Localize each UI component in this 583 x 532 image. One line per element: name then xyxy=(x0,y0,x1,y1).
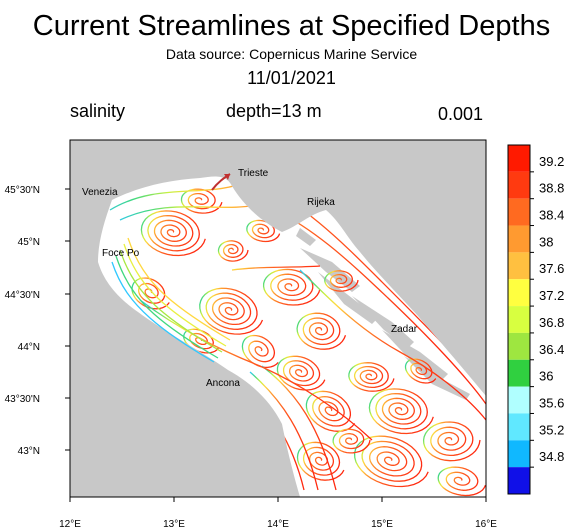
chart-title: Current Streamlines at Specified Depths xyxy=(32,10,551,42)
streamline xyxy=(262,268,321,306)
streamline xyxy=(139,299,373,441)
place-rijeka: Rijeka xyxy=(307,197,335,208)
colorbar-label: 35.6 xyxy=(539,395,564,410)
colorbar-segment xyxy=(508,467,530,494)
streamline xyxy=(131,277,170,310)
streamline xyxy=(217,240,249,262)
streamline xyxy=(231,265,321,271)
colorbar-segment xyxy=(508,198,530,226)
colorbar-segment xyxy=(508,252,530,280)
colorbar-segment xyxy=(508,386,530,414)
streamline xyxy=(180,188,223,214)
streamline xyxy=(305,390,356,432)
place-ancona: Ancona xyxy=(206,378,240,389)
colorbar-label: 38 xyxy=(539,234,553,249)
arrow-streamline-icon xyxy=(211,173,231,191)
colorbar-label: 34.8 xyxy=(539,449,564,464)
colorbar-label: 39.2 xyxy=(539,154,564,169)
x-tick-label: 12°E xyxy=(59,519,81,530)
colorbar-segment xyxy=(508,413,530,441)
depth-label: depth=13 m xyxy=(226,101,322,121)
colorbar-segment xyxy=(508,225,530,253)
colorbar-label: 35.2 xyxy=(539,422,564,437)
streamline xyxy=(348,362,395,392)
date-label: 11/01/2021 xyxy=(247,68,336,88)
colorbar-segment xyxy=(508,145,530,172)
colorbar-label: 36.4 xyxy=(539,342,564,357)
place-foce-po: Foce Po xyxy=(102,248,140,259)
streamline xyxy=(353,435,429,488)
x-tick-label: 15°E xyxy=(371,519,393,530)
colorbar-segment xyxy=(508,306,530,333)
streamline xyxy=(299,269,486,421)
place-venezia: Venezia xyxy=(82,187,118,198)
colorbar-segment xyxy=(508,440,530,468)
streamline xyxy=(422,421,481,462)
streamline xyxy=(296,441,345,481)
streamline xyxy=(332,428,371,454)
y-tick-label: 43°N xyxy=(18,446,40,457)
streamline xyxy=(246,219,281,243)
po-plume xyxy=(111,237,231,363)
y-tick-label: 44°30'N xyxy=(5,290,40,301)
place-zadar: Zadar xyxy=(391,324,418,335)
y-tick-label: 43°30'N xyxy=(5,394,40,405)
place-trieste: Trieste xyxy=(238,168,269,179)
vector-scale-label: 0.001 xyxy=(438,104,484,124)
colorbar-segment xyxy=(508,171,530,199)
streamline xyxy=(119,203,486,405)
streamline xyxy=(437,466,486,497)
adriatic-sea xyxy=(98,176,486,497)
streamline xyxy=(183,328,219,354)
streamline xyxy=(368,388,434,435)
streamline-field xyxy=(109,179,486,497)
x-tick-label: 14°E xyxy=(267,519,289,530)
x-tick-label: 16°E xyxy=(475,519,497,530)
y-tick-label: 45°N xyxy=(18,237,40,248)
streamline xyxy=(404,358,437,384)
variable-label: salinity xyxy=(70,101,126,121)
streamline xyxy=(324,270,359,292)
colorbar-label: 36.8 xyxy=(539,315,564,330)
colorbar-label: 36 xyxy=(539,369,553,384)
y-tick-label: 44°N xyxy=(18,342,40,353)
colorbar-segment xyxy=(508,359,530,387)
x-tick-label: 13°E xyxy=(163,519,185,530)
salinity-colorbar: 39.2 38.8 38.4 38 37.6 37.2 36.8 36.4 36 35.6 35.2… xyxy=(507,144,564,495)
place-labels: Venezia Trieste Rijeka Foce Po Zadar Anc… xyxy=(82,168,418,389)
colorbar-frame xyxy=(507,144,531,495)
streamline xyxy=(241,334,279,369)
streamline xyxy=(296,312,347,350)
streamline xyxy=(261,365,337,491)
streamline xyxy=(140,210,206,257)
colorbar-segment xyxy=(508,332,530,360)
colorbar-segment xyxy=(508,279,530,307)
data-source-label: Data source: Copernicus Marine Service xyxy=(165,46,418,62)
colorbar-label: 38.8 xyxy=(539,181,564,196)
streamline xyxy=(199,287,264,335)
streamline xyxy=(249,371,319,491)
colorbar-label: 37.2 xyxy=(539,288,564,303)
colorbar-label: 37.6 xyxy=(539,261,564,276)
streamline xyxy=(276,355,326,391)
colorbar-label: 38.4 xyxy=(539,208,564,223)
axes: 12°E 13°E 14°E 15°E 16°E 45°30'N 45°N 44°30'N 44… xyxy=(5,185,498,530)
y-tick-label: 45°30'N xyxy=(5,185,40,196)
